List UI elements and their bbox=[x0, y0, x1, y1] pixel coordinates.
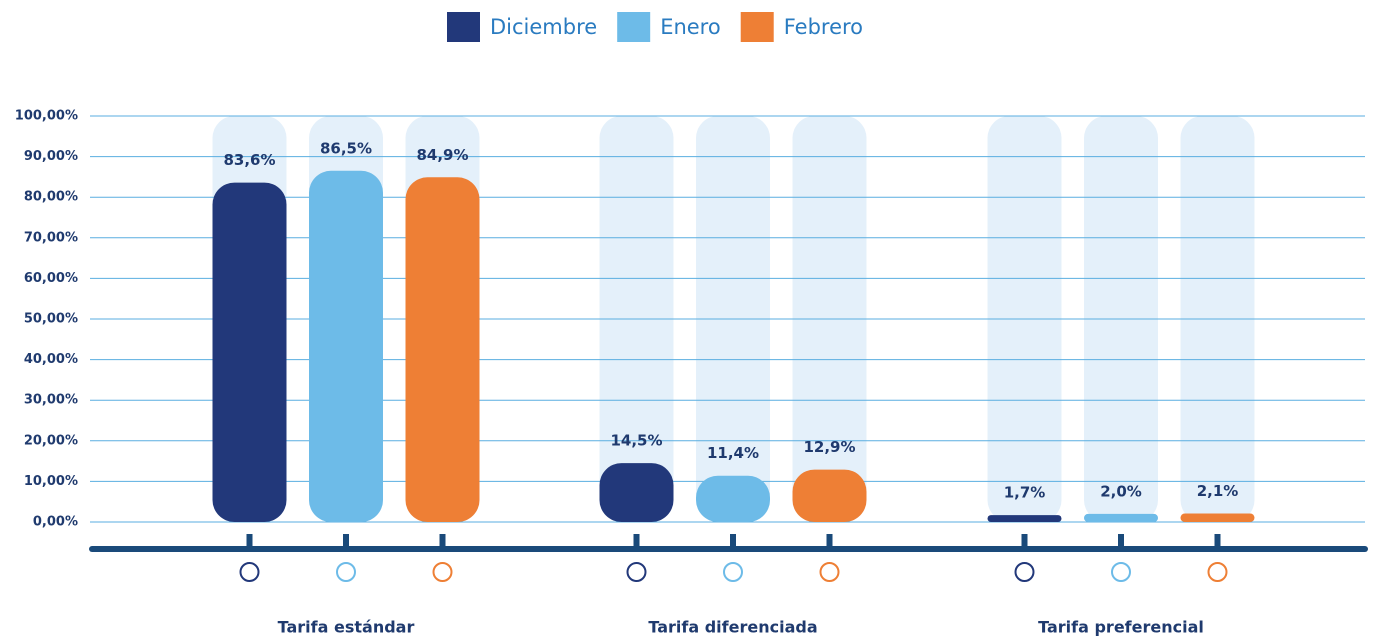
value-label: 83,6% bbox=[223, 151, 275, 169]
marker-circle bbox=[239, 562, 260, 582]
legend-swatch bbox=[740, 12, 774, 42]
marker-circle bbox=[626, 562, 647, 582]
bar bbox=[599, 463, 674, 522]
y-tick-label: 0,00% bbox=[33, 515, 78, 530]
y-tick-label: 100,00% bbox=[15, 109, 78, 124]
legend-label: Diciembre bbox=[490, 15, 597, 39]
legend-label: Enero bbox=[660, 15, 721, 39]
y-tick-label: 20,00% bbox=[24, 433, 78, 448]
y-tick-label: 30,00% bbox=[24, 393, 78, 408]
bar bbox=[212, 182, 287, 523]
marker-circle bbox=[432, 562, 453, 582]
bar bbox=[792, 469, 867, 522]
y-tick-label: 10,00% bbox=[24, 474, 78, 489]
x-tick-label: Tarifa preferencial bbox=[1038, 618, 1204, 637]
legend-swatch bbox=[447, 12, 480, 42]
y-tick-label: 50,00% bbox=[24, 312, 78, 327]
value-label: 11,4% bbox=[707, 444, 759, 462]
value-label: 84,9% bbox=[416, 146, 468, 164]
marker-circle bbox=[1014, 562, 1035, 582]
x-tick-label: Tarifa estándar bbox=[278, 618, 415, 637]
bar bbox=[987, 515, 1062, 522]
bar bbox=[309, 170, 383, 522]
legend-label: Febrero bbox=[784, 15, 863, 39]
value-label: 1,7% bbox=[1004, 484, 1046, 502]
y-tick-label: 90,00% bbox=[24, 149, 78, 164]
x-tick-label: Tarifa diferenciada bbox=[648, 618, 817, 637]
y-tick-label: 40,00% bbox=[24, 352, 78, 367]
value-label: 86,5% bbox=[320, 139, 372, 157]
marker-circle bbox=[723, 562, 743, 582]
value-label: 2,0% bbox=[1100, 482, 1142, 500]
marker-circle bbox=[336, 562, 356, 582]
legend-swatch bbox=[617, 12, 651, 42]
bar bbox=[696, 475, 770, 522]
value-label: 2,1% bbox=[1197, 482, 1239, 500]
bar bbox=[405, 177, 480, 522]
marker-circle bbox=[819, 562, 840, 582]
marker-circle bbox=[1207, 562, 1228, 582]
y-tick-label: 80,00% bbox=[24, 190, 78, 205]
y-tick-label: 70,00% bbox=[24, 230, 78, 245]
value-label: 14,5% bbox=[610, 432, 662, 450]
value-label: 12,9% bbox=[803, 438, 855, 456]
bar bbox=[1180, 513, 1255, 522]
y-tick-label: 60,00% bbox=[24, 271, 78, 286]
marker-circle bbox=[1111, 562, 1131, 582]
bar bbox=[1084, 513, 1158, 522]
